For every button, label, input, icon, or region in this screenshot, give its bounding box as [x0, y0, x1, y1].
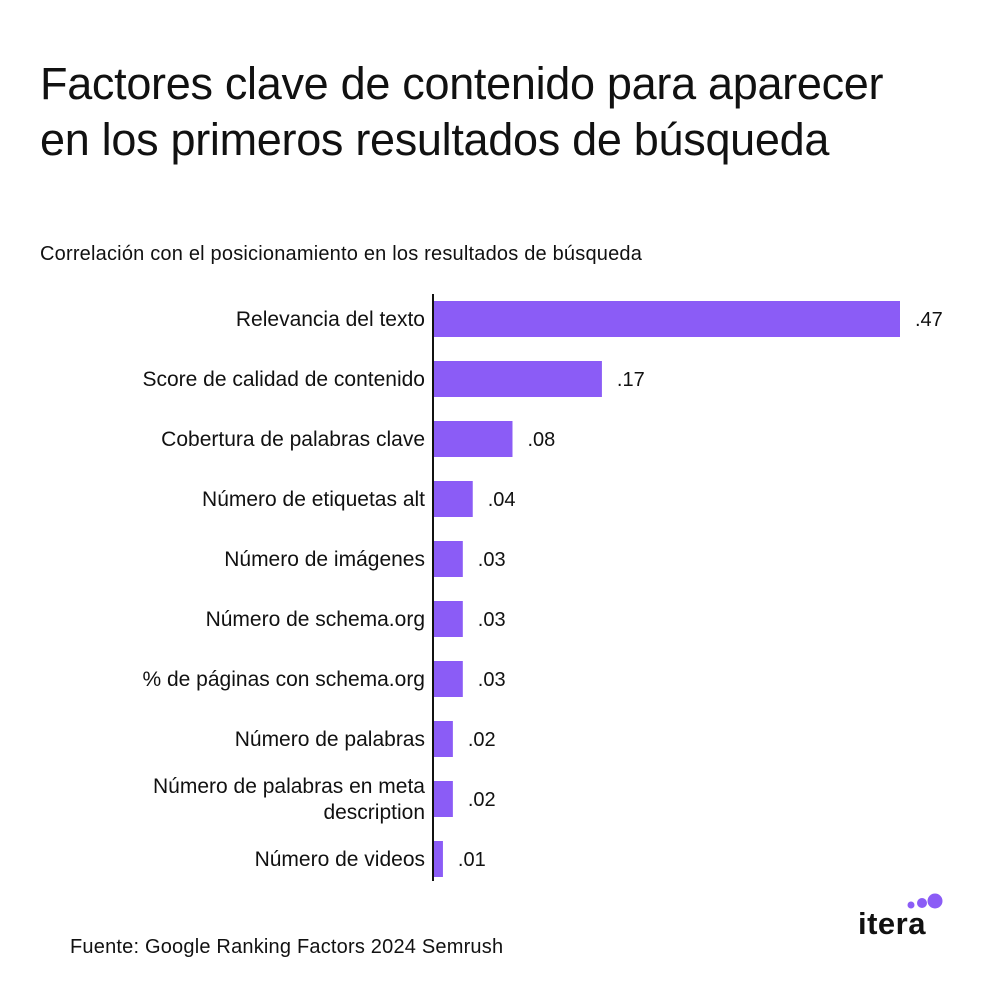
- bar: [433, 421, 513, 457]
- category-label: Cobertura de palabras clave: [161, 428, 425, 451]
- bar: [433, 781, 453, 817]
- bar: [433, 301, 900, 337]
- category-label: % de páginas con schema.org: [142, 668, 425, 691]
- bar: [433, 361, 602, 397]
- bar-chart: .47 Relevancia del texto .17 Score de calid…: [142, 294, 943, 881]
- bar: [433, 841, 443, 877]
- data-label: .08: [527, 429, 555, 451]
- data-label: .17: [617, 369, 645, 391]
- itera-logo: itera: [858, 892, 948, 942]
- data-label: .03: [478, 669, 506, 691]
- bar: [433, 481, 473, 517]
- logo-wordmark: itera: [858, 906, 926, 941]
- data-label: .02: [468, 729, 496, 751]
- data-label: .03: [478, 549, 506, 571]
- data-label: .03: [478, 609, 506, 631]
- category-label: Número de palabras en meta description: [153, 775, 425, 824]
- data-label: .47: [915, 309, 943, 331]
- data-label: .02: [468, 789, 496, 811]
- logo-dots-icon: [907, 893, 943, 909]
- category-label: Score de calidad de contenido: [142, 368, 425, 391]
- category-label: Número de imágenes: [224, 548, 425, 571]
- source-note: Fuente: Google Ranking Factors 2024 Semr…: [70, 936, 504, 958]
- data-label: .04: [488, 489, 516, 511]
- category-label: Número de videos: [255, 848, 425, 871]
- bar: [433, 721, 453, 757]
- category-label: Número de palabras: [235, 728, 425, 751]
- bar: [433, 541, 463, 577]
- bar: [433, 601, 463, 637]
- category-label: Número de etiquetas alt: [202, 488, 425, 511]
- chart-title: Factores clave de contenido para aparece…: [40, 58, 884, 165]
- bar: [433, 661, 463, 697]
- chart-subtitle: Correlación con el posicionamiento en lo…: [40, 243, 643, 265]
- category-label: Relevancia del texto: [236, 308, 425, 331]
- category-label: Número de schema.org: [206, 608, 425, 631]
- data-label: .01: [458, 849, 486, 871]
